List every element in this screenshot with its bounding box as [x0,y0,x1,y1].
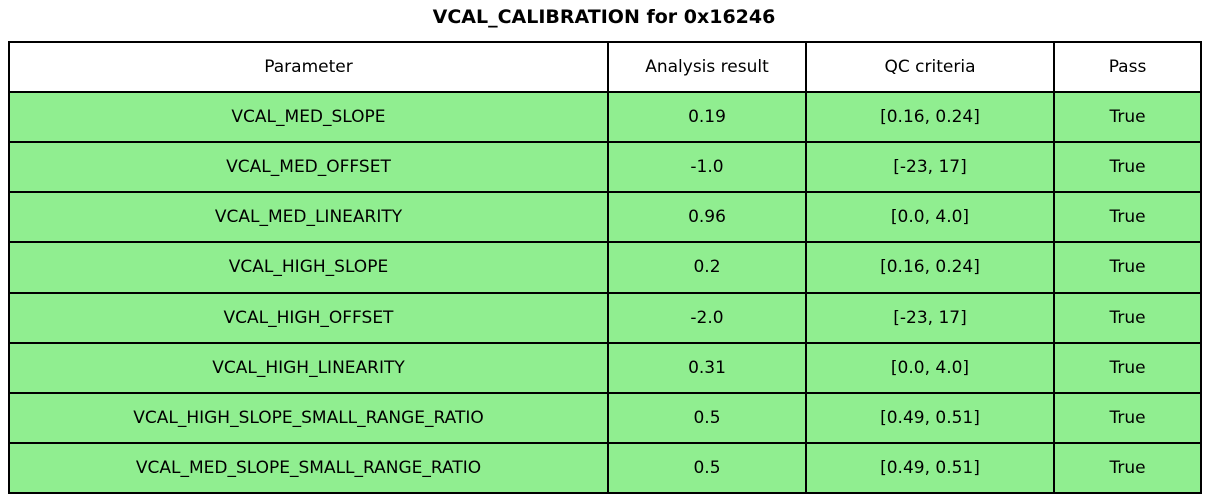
cell-pass: True [1053,191,1202,244]
cell-criteria: [0.0, 4.0] [805,191,1055,244]
cell-pass: True [1053,391,1202,444]
cell-parameter: VCAL_HIGH_LINEARITY [8,341,609,394]
column-header: Pass [1053,41,1202,93]
cell-criteria: [-23, 17] [805,291,1055,344]
cell-result: 0.2 [607,241,807,294]
cell-result: -1.0 [607,141,807,194]
cell-pass: True [1053,341,1202,394]
cell-parameter: VCAL_HIGH_OFFSET [8,291,609,344]
table-row: VCAL_HIGH_SLOPE 0.2 [0.16, 0.24] True [8,241,1202,294]
cell-criteria: [0.16, 0.24] [805,241,1055,294]
cell-parameter: VCAL_MED_OFFSET [8,141,609,194]
table-row: VCAL_MED_LINEARITY 0.96 [0.0, 4.0] True [8,191,1202,244]
cell-criteria: [0.49, 0.51] [805,391,1055,444]
table-row: VCAL_MED_SLOPE 0.19 [0.16, 0.24] True [8,90,1202,144]
cell-pass: True [1053,291,1202,344]
cell-result: -2.0 [607,291,807,344]
cell-parameter: VCAL_MED_LINEARITY [8,191,609,244]
cell-pass: True [1053,90,1202,144]
cell-criteria: [0.0, 4.0] [805,341,1055,394]
cell-parameter: VCAL_MED_SLOPE_SMALL_RANGE_RATIO [8,441,609,495]
cell-result: 0.5 [607,391,807,444]
table-row: VCAL_HIGH_OFFSET -2.0 [-23, 17] True [8,291,1202,344]
table-row: VCAL_MED_SLOPE_SMALL_RANGE_RATIO 0.5 [0.49… [8,441,1202,495]
column-header: QC criteria [805,41,1055,93]
cell-criteria: [0.49, 0.51] [805,441,1055,495]
qc-results-table: Parameter Analysis result QC criteria Pass … [8,41,1202,495]
table-row: VCAL_MED_OFFSET -1.0 [-23, 17] True [8,141,1202,194]
cell-pass: True [1053,241,1202,294]
page-title: VCAL_CALIBRATION for 0x16246 [432,6,776,28]
cell-pass: True [1053,141,1202,194]
table-row: VCAL_HIGH_SLOPE_SMALL_RANGE_RATIO 0.5 [0.4… [8,391,1202,444]
table-row: VCAL_HIGH_LINEARITY 0.31 [0.0, 4.0] True [8,341,1202,394]
cell-parameter: VCAL_HIGH_SLOPE_SMALL_RANGE_RATIO [8,391,609,444]
cell-result: 0.96 [607,191,807,244]
cell-parameter: VCAL_MED_SLOPE [8,90,609,144]
cell-result: 0.19 [607,90,807,144]
cell-criteria: [0.16, 0.24] [805,90,1055,144]
column-header: Analysis result [607,41,807,93]
column-header: Parameter [8,41,609,93]
cell-pass: True [1053,441,1202,495]
cell-criteria: [-23, 17] [805,141,1055,194]
table-body: VCAL_MED_SLOPE 0.19 [0.16, 0.24] True VCAL_M… [8,90,1202,495]
cell-parameter: VCAL_HIGH_SLOPE [8,241,609,294]
header-row: Parameter Analysis result QC criteria Pass [8,41,1202,93]
cell-result: 0.5 [607,441,807,495]
cell-result: 0.31 [607,341,807,394]
